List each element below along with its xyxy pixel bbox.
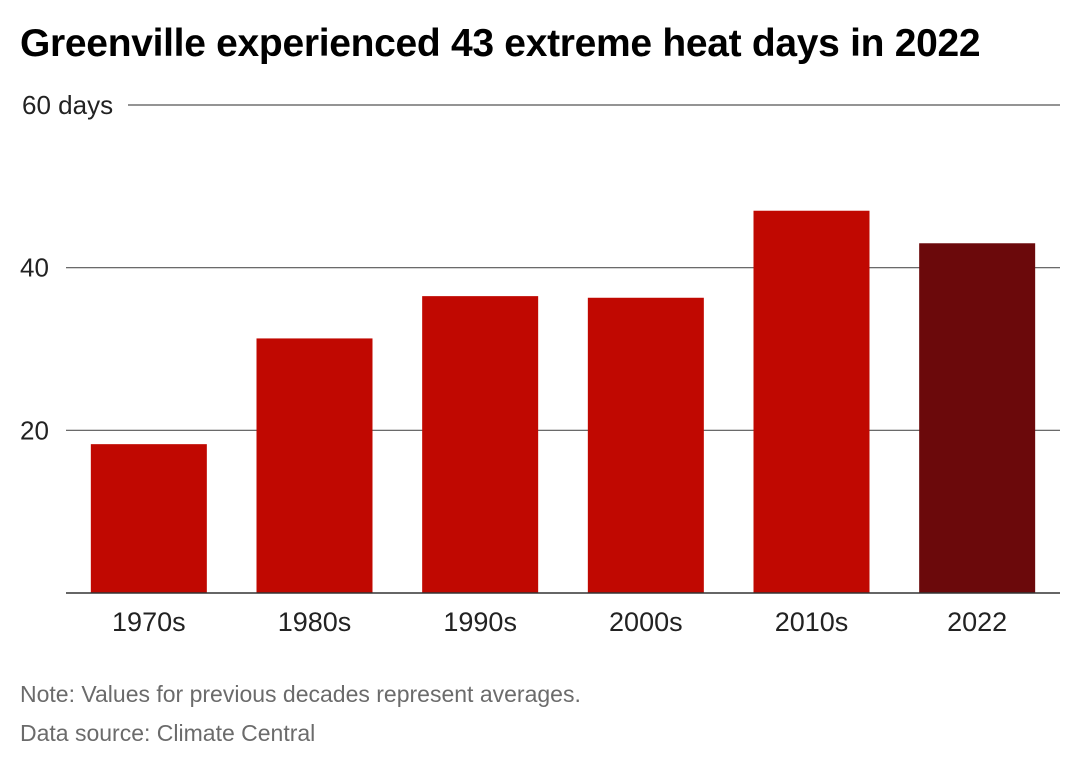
x-tick-label-1970s: 1970s xyxy=(112,607,186,637)
x-tick-label-2000s: 2000s xyxy=(609,607,683,637)
x-tick-label-1990s: 1990s xyxy=(443,607,517,637)
x-tick-label-1980s: 1980s xyxy=(278,607,352,637)
x-tick-label-2010s: 2010s xyxy=(775,607,849,637)
bar-2000s xyxy=(587,297,704,593)
y-tick-label-60: 60 days xyxy=(22,90,113,120)
bar-1990s xyxy=(422,296,539,593)
bar-chart: 20 40 60 days 1970s 1980s 1990s 2000s 2010s 202… xyxy=(20,90,1060,637)
chart-title: Greenville experienced 43 extreme heat d… xyxy=(20,22,981,65)
data-source: Data source: Climate Central xyxy=(20,720,316,746)
bar-2010s xyxy=(753,210,870,593)
bar-2022 xyxy=(919,243,1036,593)
x-axis-labels: 1970s 1980s 1990s 2000s 2010s 2022 xyxy=(112,607,1007,637)
y-tick-label-20: 20 xyxy=(20,415,49,445)
gridlines xyxy=(66,104,1060,431)
bar-1980s xyxy=(256,338,373,593)
bars xyxy=(90,210,1036,593)
bar-1970s xyxy=(90,444,207,593)
note-text: Note: Values for previous decades repres… xyxy=(20,681,581,707)
x-tick-label-2022: 2022 xyxy=(947,607,1007,637)
y-tick-label-40: 40 xyxy=(20,253,49,283)
y-axis-labels: 20 40 60 days xyxy=(20,90,113,445)
